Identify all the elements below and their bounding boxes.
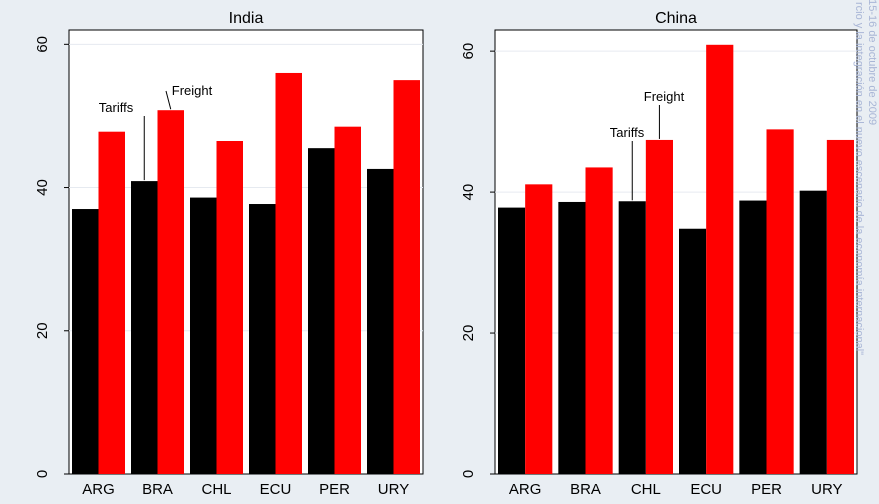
y-tick-label: 60 [34, 36, 51, 53]
bar-freight-ury [826, 139, 854, 474]
bar-tariffs-ecu [249, 204, 276, 474]
watermark-line-1: rcio y la integración en el nuevo escena… [853, 2, 865, 356]
bar-freight-arg [525, 184, 553, 475]
y-tick-label: 20 [34, 322, 51, 339]
chart-panel-0: 0 20 40 60 ARG BRA CHL ECU PER URY India Tariffs Fre… [34, 10, 424, 498]
bar-freight-arg [98, 131, 125, 475]
x-tick-label: PER [751, 481, 782, 498]
series-label-freight: Freight [172, 83, 213, 98]
series-label-freight: Freight [644, 89, 685, 104]
y-tick-label: 0 [460, 470, 477, 478]
x-tick-label: BRA [142, 481, 173, 498]
bar-tariffs-ury [799, 190, 827, 474]
bar-tariffs-chl [190, 197, 217, 474]
x-tick-label: ARG [509, 481, 542, 498]
bar-freight-ecu [275, 72, 302, 474]
y-tick-label: 40 [460, 184, 477, 201]
plot-area [494, 29, 858, 475]
x-tick-label: ECU [690, 481, 722, 498]
bar-tariffs-bra [558, 201, 586, 474]
bar-freight-ury [393, 80, 420, 475]
bar-tariffs-chl [618, 201, 646, 474]
bar-tariffs-per [308, 148, 335, 474]
y-tick-label: 0 [34, 470, 51, 478]
series-leader-line [165, 90, 172, 110]
watermark-line-2: s Aires, 15-16 de octubre de 2009 [866, 0, 878, 126]
bar-tariffs-bra [131, 181, 158, 475]
x-tick-label: ECU [260, 481, 292, 498]
x-tick-label: CHL [201, 481, 231, 498]
x-tick-label: PER [319, 481, 350, 498]
bar-freight-chl [216, 141, 243, 474]
bar-freight-bra [157, 110, 184, 474]
bar-freight-ecu [706, 44, 734, 475]
series-label-tariffs: Tariffs [99, 100, 134, 115]
x-tick-label: BRA [570, 481, 601, 498]
bar-tariffs-arg [498, 207, 526, 474]
bar-freight-bra [585, 167, 613, 474]
x-tick-label: URY [811, 481, 842, 498]
chart-panel-1: 0 20 40 60 ARG BRA CHL ECU PER URY China Tariffs Fre… [460, 10, 858, 498]
bar-tariffs-ury [367, 168, 394, 475]
chart-title: China [655, 10, 697, 27]
bar-freight-per [766, 129, 794, 474]
y-tick-label: 40 [34, 179, 51, 196]
bar-tariffs-arg [72, 209, 99, 474]
series-label-tariffs: Tariffs [610, 125, 645, 140]
bar-freight-per [334, 126, 361, 474]
bar-freight-chl [645, 139, 673, 474]
x-tick-label: ARG [82, 481, 115, 498]
y-tick-label: 60 [460, 43, 477, 60]
chart-title: India [229, 10, 264, 27]
bar-tariffs-per [739, 200, 767, 475]
plot-area [68, 29, 424, 475]
x-tick-label: URY [378, 481, 409, 498]
watermark: rcio y la integración en el nuevo escena… [852, 0, 879, 470]
x-tick-label: CHL [631, 481, 661, 498]
bar-tariffs-ecu [679, 228, 707, 474]
y-tick-label: 20 [460, 325, 477, 342]
